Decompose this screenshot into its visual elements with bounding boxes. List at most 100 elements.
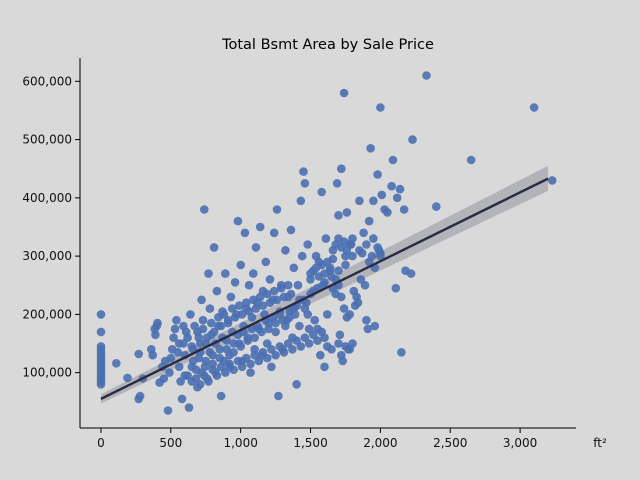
data-point (257, 327, 266, 337)
data-point (151, 330, 160, 340)
data-point (216, 321, 226, 331)
data-point (397, 348, 406, 357)
data-point (364, 216, 374, 226)
data-point (376, 248, 385, 258)
data-point (399, 205, 409, 214)
data-point (303, 240, 313, 249)
data-point (271, 350, 280, 360)
data-point (317, 187, 327, 197)
data-point (251, 304, 261, 313)
data-point (123, 373, 132, 383)
data-point (229, 339, 238, 348)
data-point (242, 298, 251, 308)
data-point (392, 193, 402, 203)
data-point (300, 304, 310, 313)
data-point (323, 310, 332, 319)
data-point (212, 371, 222, 380)
data-point (306, 275, 315, 284)
data-point (363, 324, 373, 334)
data-point (187, 362, 197, 372)
data-point (172, 315, 181, 325)
data-point (265, 275, 275, 284)
data-point (370, 321, 380, 331)
data-point (201, 356, 210, 366)
data-point (269, 228, 279, 238)
data-point (325, 266, 335, 276)
data-point (339, 304, 349, 313)
x-tick-label: 2,500 (433, 436, 467, 450)
data-point (271, 318, 280, 328)
data-point (198, 324, 208, 334)
data-point (369, 196, 378, 206)
data-point (332, 179, 342, 188)
data-point (209, 243, 219, 252)
data-point (321, 234, 331, 243)
data-point (180, 371, 190, 380)
data-point (377, 190, 387, 200)
data-point (337, 164, 346, 173)
data-point (391, 283, 401, 293)
data-point (246, 368, 255, 377)
data-point (251, 243, 261, 252)
data-point (228, 304, 237, 313)
data-point (285, 313, 294, 322)
data-point (230, 278, 240, 287)
data-point (348, 339, 357, 348)
y-tick-label: 600,000 (22, 74, 72, 88)
data-point (237, 310, 247, 319)
data-point (258, 301, 268, 310)
data-point (342, 208, 352, 217)
data-point (355, 246, 364, 255)
data-point (226, 292, 236, 302)
data-point (255, 222, 265, 232)
data-point (221, 368, 230, 377)
data-point (293, 280, 303, 290)
data-point (292, 380, 301, 389)
data-point (194, 353, 204, 363)
data-point (166, 353, 176, 363)
data-point (342, 313, 352, 322)
data-point (254, 356, 264, 366)
data-point (297, 251, 307, 261)
data-point (279, 348, 289, 357)
data-point (134, 349, 143, 359)
data-point (240, 228, 250, 238)
data-point (246, 359, 255, 369)
data-point (348, 234, 357, 243)
data-point (300, 179, 310, 188)
data-point (296, 196, 306, 206)
data-point (339, 88, 349, 98)
data-point (320, 333, 329, 343)
data-point (236, 260, 245, 270)
data-point (205, 348, 215, 357)
data-point (369, 234, 378, 243)
data-point (197, 295, 206, 305)
data-point (269, 286, 279, 296)
data-point (279, 292, 289, 302)
data-point (250, 333, 259, 343)
data-point (353, 298, 363, 308)
data-point (204, 377, 213, 386)
data-point (334, 266, 343, 276)
data-point (289, 304, 299, 313)
data-point (179, 321, 188, 331)
data-point (233, 216, 243, 226)
data-point (366, 144, 375, 153)
data-point (249, 295, 258, 305)
data-point (230, 313, 240, 322)
data-point (304, 339, 314, 348)
data-point (388, 155, 398, 165)
data-point (262, 353, 272, 363)
data-point (112, 359, 121, 368)
data-point (295, 321, 304, 331)
data-point (362, 240, 371, 249)
data-point (153, 318, 162, 328)
x-tick-label: 500 (159, 436, 182, 450)
data-point (286, 225, 296, 235)
regression-line (100, 177, 549, 400)
data-point (159, 374, 169, 383)
data-point (262, 289, 272, 299)
x-axis-ticks: 0 500 1,000 1,500 2,000 2,500 3,000 (97, 428, 537, 450)
data-point (547, 176, 557, 185)
